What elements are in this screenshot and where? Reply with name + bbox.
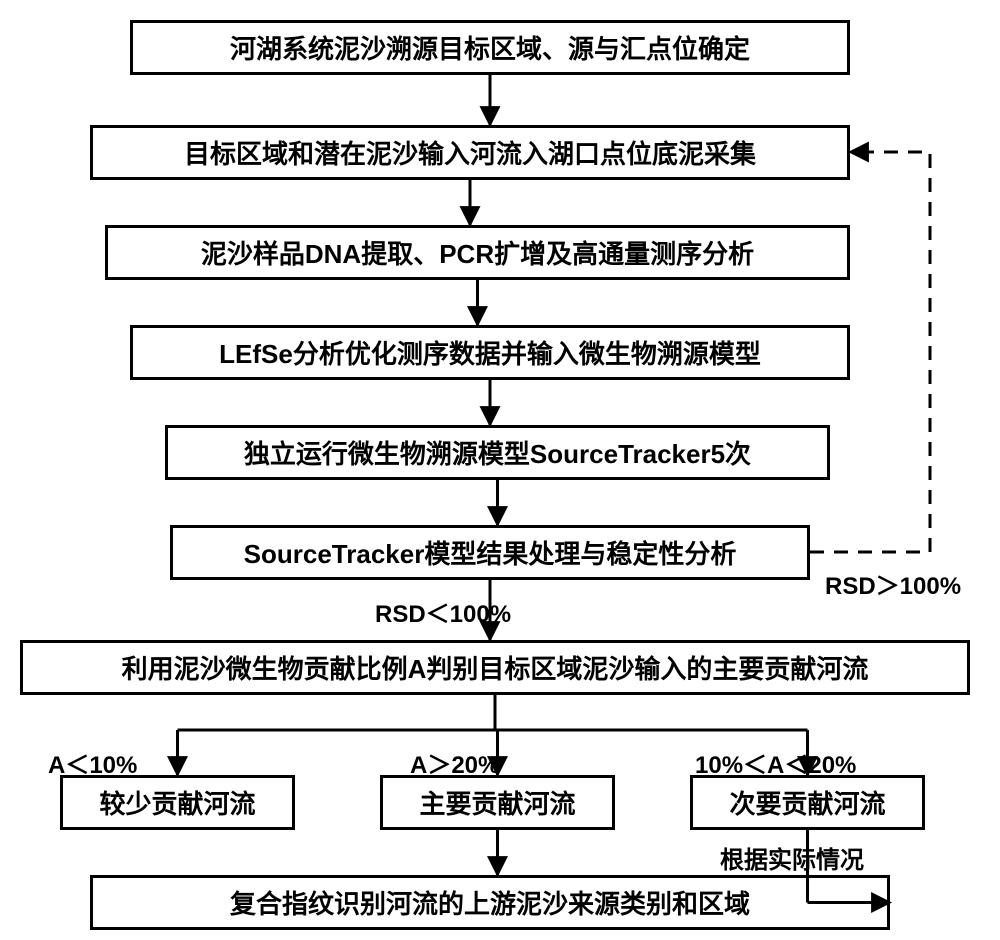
flow-node-9: 主要贡献河流 <box>380 775 615 830</box>
node-text: 目标区域和潜在泥沙输入河流入湖口点位底泥采集 <box>184 134 756 171</box>
flow-node-2: 目标区域和潜在泥沙输入河流入湖口点位底泥采集 <box>90 125 850 180</box>
flow-node-10: 次要贡献河流 <box>690 775 925 830</box>
node-text: 独立运行微生物溯源模型SourceTracker5次 <box>244 434 751 471</box>
flow-node-6: SourceTracker模型结果处理与稳定性分析 <box>170 525 810 580</box>
flow-node-1: 河湖系统泥沙溯源目标区域、源与汇点位确定 <box>130 20 850 75</box>
label-rsd-lt: RSD＜100% <box>375 594 511 629</box>
node-text: 泥沙样品DNA提取、PCR扩增及高通量测序分析 <box>201 234 754 271</box>
node-text: 较少贡献河流 <box>99 784 255 821</box>
node-text: SourceTracker模型结果处理与稳定性分析 <box>244 534 737 571</box>
node-text: 主要贡献河流 <box>419 784 575 821</box>
node-text: 利用泥沙微生物贡献比例A判别目标区域泥沙输入的主要贡献河流 <box>122 649 869 686</box>
flow-node-5: 独立运行微生物溯源模型SourceTracker5次 <box>165 425 830 480</box>
flow-node-4: LEfSe分析优化测序数据并输入微生物溯源模型 <box>130 325 850 380</box>
node-text: 复合指纹识别河流的上游泥沙来源类别和区域 <box>230 884 750 921</box>
flow-node-11: 复合指纹识别河流的上游泥沙来源类别和区域 <box>90 875 890 930</box>
label-a-lt: A＜10% <box>48 745 137 780</box>
flow-node-7: 利用泥沙微生物贡献比例A判别目标区域泥沙输入的主要贡献河流 <box>20 640 970 695</box>
flow-node-3: 泥沙样品DNA提取、PCR扩增及高通量测序分析 <box>105 225 850 280</box>
label-a-mid: 10%＜A＜20% <box>695 745 856 780</box>
node-text: LEfSe分析优化测序数据并输入微生物溯源模型 <box>219 334 761 371</box>
label-a-gt: A＞20% <box>410 745 499 780</box>
node-text: 次要贡献河流 <box>729 784 885 821</box>
node-text: 河湖系统泥沙溯源目标区域、源与汇点位确定 <box>230 29 750 66</box>
label-rsd-gt: RSD＞100% <box>825 566 961 601</box>
label-actual: 根据实际情况 <box>720 840 864 875</box>
flow-node-8: 较少贡献河流 <box>60 775 295 830</box>
